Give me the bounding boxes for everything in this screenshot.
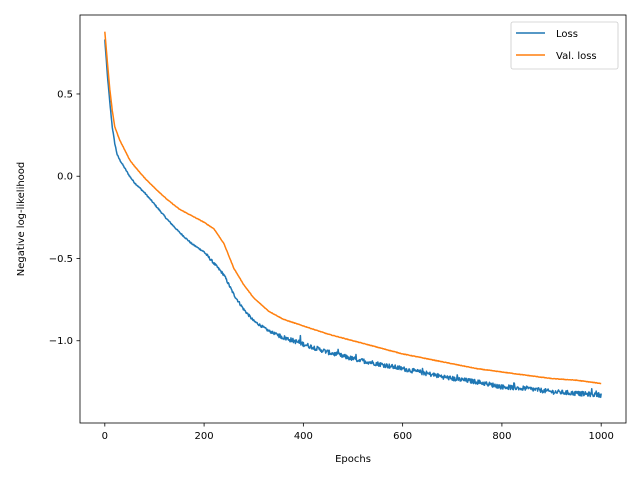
series-line-val-loss <box>104 31 602 385</box>
x-tick-label: 0 <box>102 431 108 442</box>
y-axis: 0.5 0.0 −0.5 −1.0 <box>49 89 80 347</box>
x-tick-label: 800 <box>492 431 511 442</box>
y-tick-label: −0.5 <box>49 254 73 265</box>
x-tick-label: 200 <box>195 431 214 442</box>
y-tick-label: 0.0 <box>57 172 73 183</box>
x-tick-label: 400 <box>294 431 313 442</box>
y-tick-label: 0.5 <box>57 89 73 100</box>
x-tick-label: 1000 <box>588 431 613 442</box>
series-line-loss <box>104 39 602 399</box>
y-axis-label: Negative log-likelihood <box>16 162 27 277</box>
x-tick-label: 600 <box>393 431 412 442</box>
legend-label-val-loss: Val. loss <box>556 51 597 62</box>
y-tick-label: −1.0 <box>49 336 73 347</box>
plot-frame <box>79 14 627 424</box>
x-axis: 0 200 400 600 800 1000 <box>102 423 614 442</box>
legend-label-loss: Loss <box>556 29 578 40</box>
legend: Loss Val. loss <box>510 21 619 70</box>
plot-lines <box>104 31 602 399</box>
x-axis-label: Epochs <box>335 454 371 465</box>
